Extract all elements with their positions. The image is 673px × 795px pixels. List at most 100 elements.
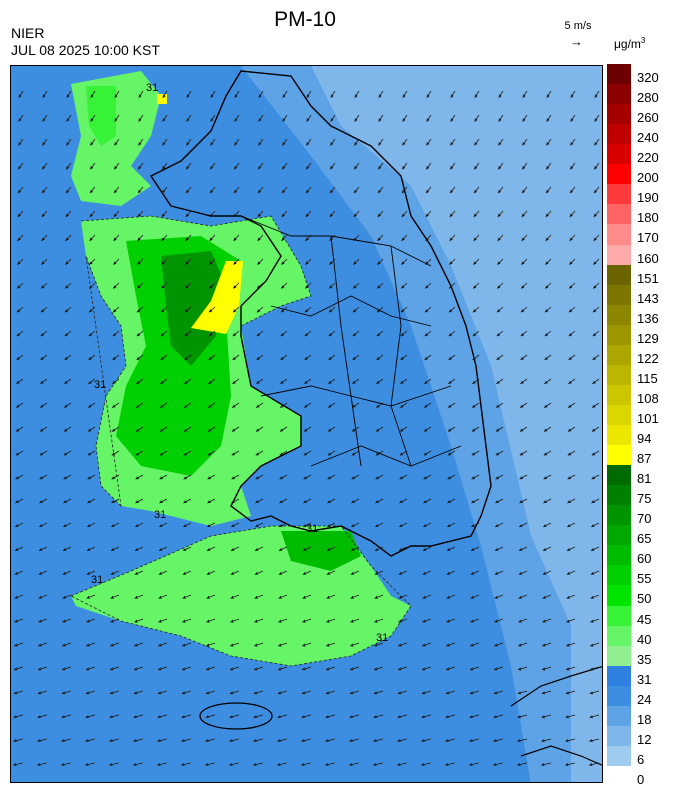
wind-arrow-head xyxy=(423,428,428,432)
legend-tick-label: 151 xyxy=(637,270,659,286)
wind-arrow-head xyxy=(183,500,187,504)
wind-arrow-head xyxy=(38,571,43,575)
wind-arrow-head xyxy=(14,547,19,551)
wind-arrow-head xyxy=(40,356,44,360)
wind-arrow-head xyxy=(133,739,137,743)
wind-arrow-head xyxy=(378,165,382,170)
wind-arrow-head xyxy=(90,94,94,98)
wind-arrow-head xyxy=(592,356,596,360)
wind-arrow-head xyxy=(445,739,449,743)
wind-arrow-head xyxy=(400,309,405,313)
wind-arrow-head xyxy=(519,428,524,432)
wind-arrow-head xyxy=(17,261,21,265)
wind-arrow-head xyxy=(325,762,329,767)
wind-arrow-head xyxy=(279,524,283,527)
wind-arrow-head xyxy=(546,94,550,98)
wind-arrow-head xyxy=(472,380,476,384)
wind-arrow-head xyxy=(207,428,212,432)
wind-arrow-head xyxy=(280,309,285,313)
wind-arrow-head xyxy=(14,571,19,575)
wind-arrow-head xyxy=(518,595,522,599)
wind-arrow-head xyxy=(399,428,404,432)
wind-arrow-head xyxy=(400,356,404,360)
wind-arrow-head xyxy=(568,380,572,384)
legend-tick-label: 180 xyxy=(637,210,659,226)
legend-swatch xyxy=(607,124,631,145)
wind-arrow-head xyxy=(353,261,357,265)
legend-tick-label: 108 xyxy=(637,390,659,406)
wind-arrow-head xyxy=(422,571,427,575)
wind-arrow-head xyxy=(541,762,545,767)
wind-arrow-head xyxy=(109,667,114,671)
wind-arrow-head xyxy=(303,476,307,480)
wind-arrow-head xyxy=(87,452,92,456)
legend-tick-label: 35 xyxy=(637,651,652,667)
wind-arrow-head xyxy=(209,189,214,194)
wind-arrow-head xyxy=(494,571,499,575)
medium-blue-band xyxy=(241,66,571,782)
wind-arrow-head xyxy=(17,213,21,217)
wind-arrow-head xyxy=(15,452,20,456)
wind-arrow-head xyxy=(138,118,142,122)
wind-arrow-head xyxy=(449,237,453,241)
wind-arrow-head xyxy=(304,404,308,408)
wind-arrow-head xyxy=(399,524,403,527)
wind-arrow-head xyxy=(376,356,380,360)
wind-arrow-head xyxy=(330,165,334,170)
wind-arrow-head xyxy=(254,547,259,551)
wind-arrow-head xyxy=(493,739,497,743)
wind-arrow-head xyxy=(277,691,282,695)
wind-arrow-head xyxy=(374,643,378,647)
wind-vector-field xyxy=(13,90,600,767)
wind-arrow-head xyxy=(541,715,545,719)
wind-arrow-head xyxy=(41,285,45,289)
wind-arrow-head xyxy=(278,571,283,575)
wind-arrow-head xyxy=(375,452,380,456)
wind-arrow-head xyxy=(378,94,382,98)
wind-arrow-head xyxy=(258,118,262,122)
wind-arrow-head xyxy=(350,547,355,551)
wind-arrow-head xyxy=(61,739,65,743)
wind-arrow-head xyxy=(14,595,18,599)
wind-arrow-head xyxy=(112,404,116,408)
wind-arrow-head xyxy=(352,333,357,337)
wind-arrow-head xyxy=(17,189,22,194)
pm10-darkgreen-core xyxy=(161,251,226,366)
wind-arrow-head xyxy=(373,762,377,767)
wind-arrow-head xyxy=(448,333,453,337)
wind-arrow-head xyxy=(327,452,332,456)
wind-arrow-head xyxy=(89,285,93,289)
wind-arrow-head xyxy=(544,333,549,337)
legend-tick-label: 136 xyxy=(637,310,659,326)
wind-arrow-head xyxy=(591,500,595,504)
wind-arrow-head xyxy=(134,571,139,575)
wind-arrow-head xyxy=(593,213,597,217)
wind-arrow-head xyxy=(350,595,354,599)
wind-arrow-head xyxy=(469,715,473,719)
wind-arrow-head xyxy=(566,643,570,647)
wind-arrow-head xyxy=(208,380,212,384)
wind-arrow-head xyxy=(209,285,213,289)
wind-arrow-head xyxy=(304,380,308,384)
wind-arrow-head xyxy=(302,547,307,551)
wind-arrow-head xyxy=(233,189,238,194)
wind-arrow-head xyxy=(445,667,450,671)
wind-arrow-head xyxy=(328,404,332,408)
wind-arrow-head xyxy=(39,476,43,480)
wind-arrow-head xyxy=(64,309,69,313)
wind-arrow-head xyxy=(229,691,234,695)
wind-arrow-head xyxy=(375,428,380,432)
wind-arrow-head xyxy=(161,237,165,241)
wind-arrow-head xyxy=(569,189,574,194)
wind-arrow-head xyxy=(277,667,282,671)
wind-arrow-head xyxy=(541,691,546,695)
wind-arrow-head xyxy=(423,524,427,527)
pm10-yellow-hotspot-north xyxy=(157,94,167,104)
legend-tick-label: 87 xyxy=(637,451,652,467)
wind-arrow-head xyxy=(329,237,333,241)
wind-arrow-head xyxy=(280,356,284,360)
wind-arrow-head xyxy=(40,333,45,337)
legend-tick-label: 129 xyxy=(637,330,659,346)
wind-arrow-head xyxy=(254,619,258,623)
wind-arrow-head xyxy=(160,333,165,337)
